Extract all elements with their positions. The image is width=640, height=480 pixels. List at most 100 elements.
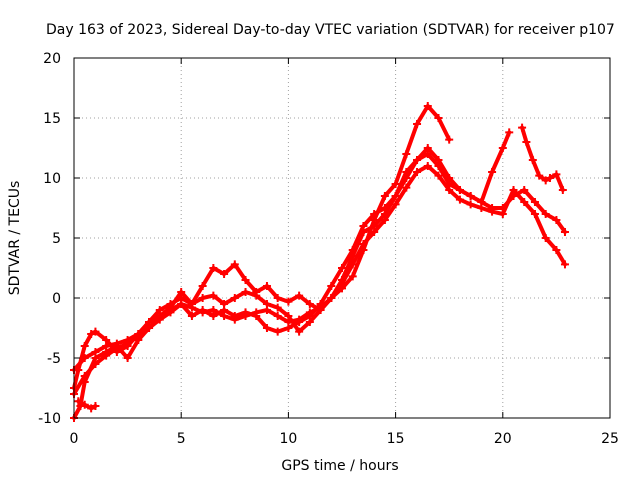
data-point xyxy=(413,156,422,164)
data-point xyxy=(455,195,464,204)
series-track-3 xyxy=(70,128,514,422)
data-point xyxy=(262,282,271,290)
data-point xyxy=(209,264,218,272)
data-point xyxy=(198,294,207,302)
data-point xyxy=(370,210,379,218)
x-tick-label: 10 xyxy=(279,431,297,447)
axis-ticks xyxy=(73,57,611,419)
y-tick-label: -5 xyxy=(47,351,61,367)
data-point xyxy=(520,198,529,206)
data-point xyxy=(522,138,531,146)
data-point xyxy=(220,300,229,308)
data-point xyxy=(402,168,411,176)
data-point xyxy=(560,228,569,236)
chart-title: Day 163 of 2023, Sidereal Day-to-day VTE… xyxy=(46,22,615,38)
data-point xyxy=(91,360,100,368)
x-tick-label: 25 xyxy=(601,431,619,447)
y-axis-label: SDTVAR / TECUs xyxy=(7,181,23,296)
data-point xyxy=(434,114,443,122)
data-point xyxy=(273,294,282,302)
data-point xyxy=(187,303,196,312)
y-tick-labels: -10 -5 0 5 10 15 20 xyxy=(38,51,61,427)
data-point xyxy=(520,186,529,194)
data-point xyxy=(87,330,96,338)
data-point xyxy=(327,294,336,302)
data-point xyxy=(252,291,261,300)
data-point xyxy=(530,198,539,206)
data-point xyxy=(413,120,422,128)
data-point xyxy=(316,303,325,312)
data-point xyxy=(91,402,100,410)
x-tick-label: 20 xyxy=(494,431,512,447)
data-point xyxy=(560,260,569,269)
data-point xyxy=(423,162,432,170)
data-point xyxy=(80,400,89,409)
data-point xyxy=(552,246,561,254)
y-tick-label: 5 xyxy=(52,231,61,247)
data-point xyxy=(284,297,293,306)
y-tick-label: 15 xyxy=(43,111,61,127)
data-point xyxy=(80,342,89,350)
data-point xyxy=(327,282,336,290)
data-point xyxy=(391,180,400,188)
data-point xyxy=(338,264,346,272)
data-point xyxy=(445,186,454,194)
data-point xyxy=(498,144,507,152)
data-point xyxy=(338,279,346,288)
y-tick-label: 0 xyxy=(52,291,61,307)
data-point xyxy=(466,192,475,200)
data-point xyxy=(273,327,282,336)
data-point xyxy=(241,288,250,296)
data-point xyxy=(488,207,497,216)
data-point xyxy=(445,174,454,182)
data-point xyxy=(123,339,132,348)
series-trace xyxy=(72,164,567,396)
data-point xyxy=(545,174,554,182)
data-point xyxy=(102,351,111,360)
data-point xyxy=(530,210,539,218)
data-point xyxy=(391,200,400,209)
data-point xyxy=(518,123,527,132)
data-point xyxy=(295,327,304,336)
y-tick-label: -10 xyxy=(38,411,61,427)
data-point xyxy=(220,270,229,278)
grid-lines xyxy=(74,58,610,418)
data-point xyxy=(295,291,304,300)
x-tick-label: 0 xyxy=(70,431,79,447)
data-point xyxy=(220,312,229,320)
data-point xyxy=(305,318,314,326)
data-point xyxy=(348,272,357,281)
data-point xyxy=(80,354,89,362)
data-point xyxy=(209,291,218,300)
data-point xyxy=(230,294,239,302)
data-point xyxy=(477,204,486,212)
data-point xyxy=(370,228,379,236)
data-point xyxy=(273,312,282,320)
data-point xyxy=(402,150,411,158)
x-axis-label: GPS time / hours xyxy=(281,458,398,474)
data-point xyxy=(359,228,368,236)
data-point xyxy=(423,102,432,110)
y-tick-label: 10 xyxy=(43,171,61,187)
data-point xyxy=(434,171,443,180)
data-point xyxy=(455,186,464,194)
data-point xyxy=(552,170,561,179)
data-point xyxy=(359,240,368,248)
data-point xyxy=(380,216,389,224)
data-point xyxy=(230,260,239,269)
data-point xyxy=(262,306,271,314)
data-point xyxy=(284,318,293,326)
data-point xyxy=(380,192,389,200)
data-point xyxy=(91,327,100,336)
data-point xyxy=(402,183,411,192)
series-trace xyxy=(76,399,98,411)
data-point xyxy=(434,156,443,164)
data-point xyxy=(252,308,261,317)
data-point xyxy=(198,308,207,317)
data-point xyxy=(488,168,497,176)
data-point xyxy=(241,276,250,284)
data-point xyxy=(262,324,271,332)
data-point xyxy=(305,300,314,308)
data-point xyxy=(528,156,537,164)
